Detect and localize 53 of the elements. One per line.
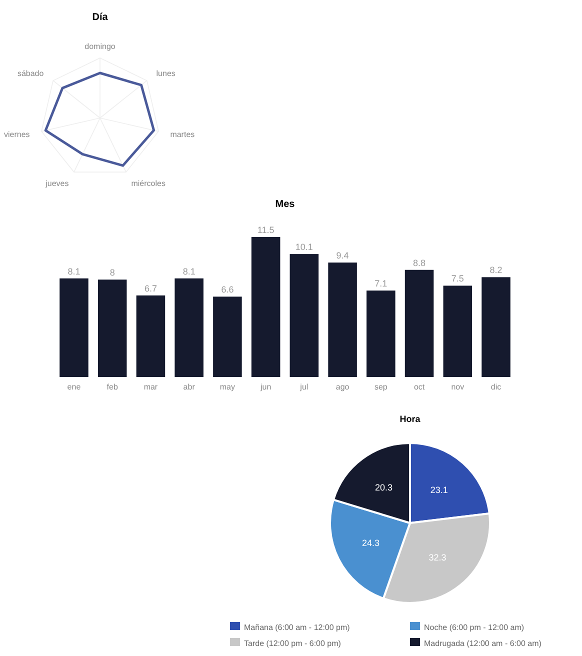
spoke-label: martes: [170, 130, 195, 140]
bar: [136, 295, 166, 377]
spoke-label: lunes: [156, 69, 176, 78]
chart-title: Hora: [400, 414, 422, 424]
bar: [482, 277, 510, 377]
x-tick-label: feb: [106, 382, 118, 392]
x-tick-label: mar: [144, 382, 158, 392]
x-tick-label: ene: [67, 382, 82, 392]
bar: [60, 278, 88, 377]
legend-label: Madrugada (12:00 am - 6:00 am): [424, 639, 542, 648]
bar: [213, 296, 242, 377]
legend-label: Noche (6:00 pm - 12:00 am): [424, 623, 524, 632]
chart-title: Mes: [275, 199, 296, 210]
x-tick-label: jun: [259, 382, 272, 392]
x-tick-label: oct: [414, 382, 426, 392]
spoke-label: sábado: [17, 69, 44, 78]
data-label: 7.5: [451, 274, 464, 284]
data-label: 8.8: [413, 258, 426, 268]
data-label: 6.6: [221, 284, 234, 295]
bar: [98, 280, 127, 377]
x-tick-label: sep: [374, 382, 388, 392]
spoke-label: viernes: [4, 130, 30, 140]
data-label: 6.7: [144, 283, 157, 294]
spoke-label: domingo: [84, 42, 116, 51]
data-label: 8.1: [182, 266, 196, 276]
bar: [290, 254, 319, 377]
data-label: 8.1: [68, 266, 80, 276]
data-label: 9.4: [336, 250, 349, 261]
data-label: 10.1: [295, 242, 313, 252]
data-label: 23.1: [430, 485, 448, 496]
x-tick-label: ago: [336, 382, 350, 392]
legend-label: Mañana (6:00 am - 12:00 pm): [244, 623, 350, 632]
bar: [404, 270, 434, 377]
x-tick-label: jul: [299, 382, 308, 392]
bar: [328, 262, 357, 377]
legend-label: Tarde (12:00 pm - 6:00 pm): [244, 639, 342, 648]
x-tick-label: may: [220, 382, 236, 392]
data-label: 8: [110, 268, 115, 278]
chart-title: Día: [92, 12, 108, 23]
data-label: 11.5: [257, 225, 274, 235]
data-label: 7.1: [374, 278, 388, 289]
bar: [366, 290, 396, 377]
x-tick-label: nov: [451, 382, 464, 392]
data-label: 24.3: [362, 538, 380, 548]
x-tick-label: dic: [490, 382, 502, 392]
x-tick-label: abr: [183, 382, 196, 392]
spoke-label: miércoles: [131, 178, 166, 188]
data-label: 20.3: [375, 482, 393, 493]
data-label: 8.2: [490, 265, 502, 276]
spoke-label: jueves: [44, 178, 69, 188]
bar: [251, 237, 280, 377]
bar: [174, 278, 204, 377]
bar: [443, 286, 472, 377]
